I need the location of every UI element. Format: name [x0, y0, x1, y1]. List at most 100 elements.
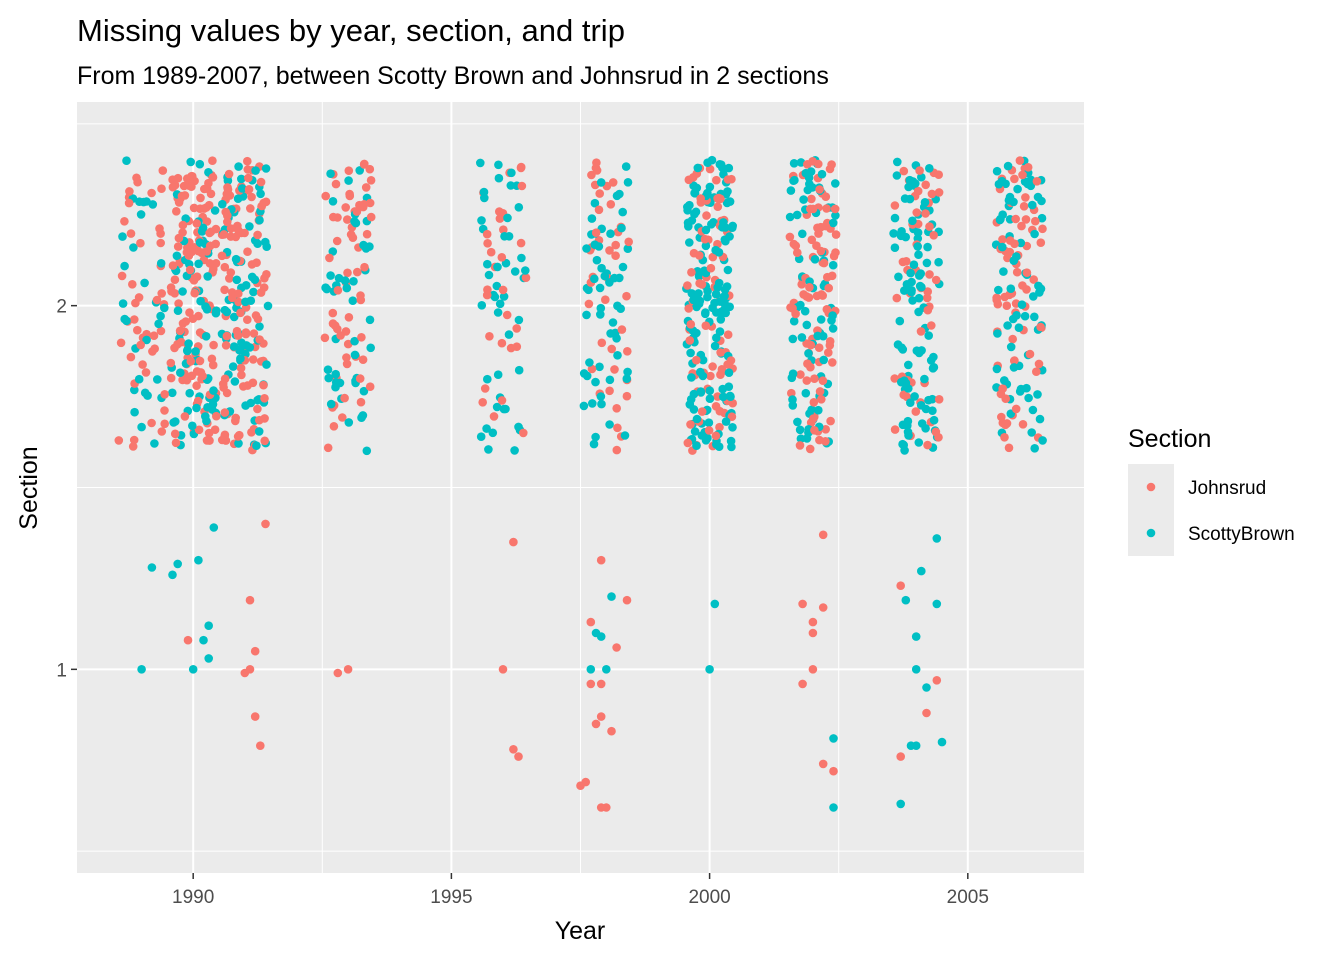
point-scottybrown — [142, 335, 151, 345]
point-johnsrud — [125, 187, 134, 196]
point-scottybrown — [241, 401, 250, 410]
point-johnsrud — [1032, 367, 1041, 377]
point-scottybrown — [597, 263, 606, 273]
point-johnsrud — [685, 336, 695, 345]
point-scottybrown — [185, 388, 194, 398]
data-points — [114, 155, 1047, 812]
point-johnsrud — [711, 402, 721, 411]
point-scottybrown — [262, 360, 271, 369]
point-scottybrown — [517, 253, 526, 263]
point-scottybrown — [1017, 300, 1027, 310]
point-scottybrown — [597, 399, 606, 409]
point-scottybrown — [906, 268, 915, 278]
point-johnsrud — [1021, 193, 1030, 202]
point-johnsrud — [498, 285, 508, 295]
point-scottybrown — [1003, 321, 1012, 330]
point-johnsrud — [713, 194, 722, 203]
point-scottybrown — [1013, 184, 1022, 194]
point-johnsrud — [138, 360, 147, 369]
point-scottybrown — [195, 238, 205, 247]
point-scottybrown — [724, 163, 734, 173]
point-scottybrown — [726, 436, 736, 446]
point-johnsrud — [247, 192, 256, 202]
point-johnsrud — [260, 274, 269, 283]
legend-key-johnsrud — [1146, 482, 1156, 492]
point-johnsrud — [1004, 443, 1014, 453]
point-scottybrown — [728, 423, 737, 432]
point-johnsrud — [208, 173, 218, 182]
point-johnsrud — [355, 374, 365, 383]
point-johnsrud — [243, 247, 252, 256]
point-johnsrud — [1025, 349, 1035, 359]
point-scottybrown — [788, 334, 798, 344]
point-scottybrown — [1006, 284, 1016, 294]
point-scottybrown — [184, 339, 193, 348]
point-johnsrud — [795, 441, 805, 450]
point-johnsrud — [821, 425, 830, 434]
point-scottybrown — [148, 200, 158, 209]
point-scottybrown — [231, 254, 241, 264]
point-johnsrud — [913, 186, 923, 196]
point-johnsrud — [133, 177, 142, 187]
point-johnsrud — [605, 246, 614, 255]
point-johnsrud — [521, 273, 531, 283]
legend-key-background — [1128, 464, 1174, 556]
y-axis-title: Section — [15, 446, 43, 529]
point-johnsrud — [173, 173, 183, 183]
point-johnsrud — [819, 258, 829, 268]
point-johnsrud — [805, 444, 815, 454]
point-scottybrown — [235, 345, 245, 354]
point-scottybrown — [118, 299, 128, 308]
point-johnsrud — [359, 200, 369, 209]
point-scottybrown — [582, 244, 591, 253]
point-johnsrud — [825, 337, 835, 346]
point-scottybrown — [692, 441, 701, 451]
point-johnsrud — [358, 355, 368, 365]
point-scottybrown — [718, 384, 727, 394]
point-johnsrud — [233, 225, 243, 235]
point-scottybrown — [995, 215, 1005, 225]
point-scottybrown — [143, 391, 152, 400]
point-johnsrud — [245, 665, 255, 674]
point-scottybrown — [234, 162, 243, 171]
point-scottybrown — [331, 369, 341, 379]
point-scottybrown — [921, 404, 931, 414]
point-johnsrud — [1029, 275, 1038, 284]
point-johnsrud — [173, 340, 182, 349]
point-scottybrown — [355, 166, 365, 175]
point-johnsrud — [818, 603, 828, 612]
point-scottybrown — [188, 421, 197, 431]
point-johnsrud — [596, 712, 606, 721]
point-scottybrown — [693, 163, 703, 173]
point-johnsrud — [1010, 356, 1019, 365]
point-scottybrown — [789, 159, 799, 168]
point-johnsrud — [210, 425, 220, 435]
point-scottybrown — [1012, 252, 1021, 261]
point-scottybrown — [701, 225, 711, 235]
point-johnsrud — [236, 363, 246, 373]
point-johnsrud — [243, 156, 252, 166]
point-scottybrown — [902, 280, 912, 289]
point-scottybrown — [477, 216, 486, 225]
point-johnsrud — [231, 416, 240, 426]
point-johnsrud — [352, 207, 362, 216]
point-johnsrud — [209, 340, 218, 350]
point-johnsrud — [498, 665, 508, 674]
point-scottybrown — [490, 292, 500, 302]
point-johnsrud — [340, 393, 349, 403]
point-johnsrud — [157, 289, 166, 298]
point-scottybrown — [698, 355, 708, 365]
point-johnsrud — [896, 581, 905, 590]
point-johnsrud — [612, 445, 622, 455]
point-scottybrown — [173, 306, 183, 316]
point-johnsrud — [126, 229, 136, 238]
point-johnsrud — [516, 238, 526, 248]
point-scottybrown — [612, 334, 621, 343]
point-scottybrown — [198, 223, 208, 233]
point-scottybrown — [251, 166, 260, 175]
point-johnsrud — [126, 352, 136, 362]
point-johnsrud — [222, 388, 232, 398]
point-scottybrown — [685, 238, 694, 247]
point-johnsrud — [1022, 268, 1032, 278]
point-johnsrud — [798, 599, 807, 609]
